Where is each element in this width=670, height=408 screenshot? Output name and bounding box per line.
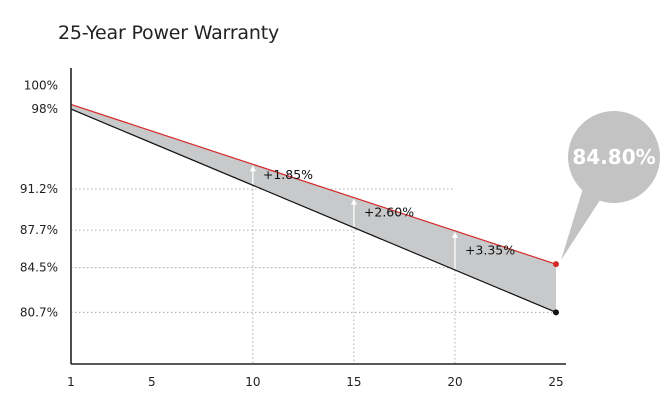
y-tick-label: 91.2% <box>20 182 58 196</box>
grid-layer <box>71 185 556 364</box>
y-tick-label: 87.7% <box>20 223 58 237</box>
axes <box>70 68 566 365</box>
callout-circle <box>568 111 660 203</box>
x-tick-label: 25 <box>548 375 563 389</box>
x-tick-label: 20 <box>447 375 462 389</box>
gap-arrow-head <box>249 165 256 172</box>
y-tick-label: 98% <box>31 102 58 116</box>
gap-label: +1.85% <box>263 167 313 182</box>
callout-pointer <box>561 185 602 261</box>
x-tick-label: 15 <box>346 375 361 389</box>
y-tick-label: 100% <box>24 79 58 93</box>
tick-labels: 100%98%91.2%87.7%84.5%80.7%1 5 10 15 20 25 <box>20 79 564 389</box>
y-tick-label: 80.7% <box>20 305 58 319</box>
gap-label: +3.35% <box>465 242 515 257</box>
gap-area <box>71 104 556 313</box>
gap-arrows: +1.85% +2.60% +3.35% <box>249 165 515 269</box>
upper-series-line <box>70 103 557 265</box>
upper-end-point <box>553 261 559 268</box>
y-tick-label: 84.5% <box>20 261 58 275</box>
x-tick-label: 10 <box>245 375 260 389</box>
gap-arrow-head <box>451 231 458 238</box>
gap-label: +2.60% <box>364 205 414 220</box>
lower-series-line <box>70 108 557 313</box>
gap-arrow-head <box>350 198 357 205</box>
lower-end-point <box>553 309 559 316</box>
endpoint-markers <box>553 261 559 316</box>
x-tick-label: 1 <box>67 375 75 389</box>
x-tick-label: 5 <box>148 375 156 389</box>
callout-value: 84.80% <box>572 145 655 169</box>
chart-title: 25-Year Power Warranty <box>58 22 280 44</box>
callout-bubble: 84.80% <box>561 111 660 261</box>
